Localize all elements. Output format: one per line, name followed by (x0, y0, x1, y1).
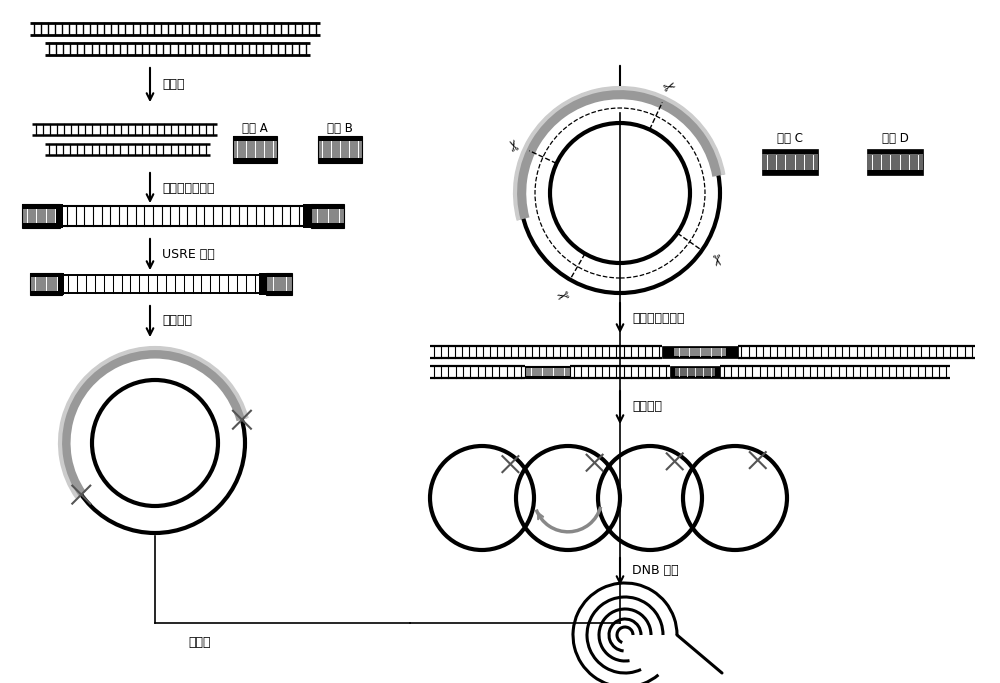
Text: ✂: ✂ (506, 135, 524, 152)
Text: ✂: ✂ (660, 79, 678, 97)
Text: 接头 A: 接头 A (242, 122, 268, 135)
Bar (311, 204, 344, 209)
Bar (318, 136, 362, 163)
Text: 双钉环化: 双钉环化 (162, 314, 192, 328)
Bar (318, 136, 362, 141)
Text: 接头 C: 接头 C (777, 132, 803, 145)
Bar (266, 290, 292, 295)
Bar (311, 223, 344, 228)
Bar (30, 273, 62, 277)
Text: 末端修复和连接: 末端修复和连接 (632, 311, 684, 324)
Bar (867, 149, 923, 175)
Bar (525, 366, 570, 368)
Bar (233, 136, 277, 141)
Text: 末端修复和连接: 末端修复和连接 (162, 182, 214, 195)
Bar (266, 273, 292, 277)
Bar (22, 223, 60, 228)
Text: ✂: ✂ (554, 285, 570, 303)
Text: DNB 制备: DNB 制备 (632, 565, 679, 578)
Text: 片段化: 片段化 (189, 637, 211, 650)
Bar (57, 273, 64, 295)
Text: 片段化: 片段化 (162, 79, 184, 92)
Text: 单钉环化: 单钉环化 (632, 400, 662, 413)
Bar (55, 204, 63, 228)
Bar (30, 290, 62, 295)
Text: ✂: ✂ (707, 252, 724, 267)
Text: 接头 D: 接头 D (882, 132, 908, 145)
Bar (762, 149, 818, 175)
Bar (670, 366, 720, 378)
Bar (525, 366, 570, 378)
Bar (22, 204, 60, 209)
Bar (30, 273, 62, 295)
Bar (266, 273, 292, 295)
Bar (762, 154, 818, 170)
Bar (674, 348, 726, 357)
Bar (311, 204, 344, 228)
Bar (233, 158, 277, 163)
Bar (867, 154, 923, 170)
Bar (662, 346, 738, 358)
Bar (318, 158, 362, 163)
Text: 接头 B: 接头 B (327, 122, 353, 135)
Bar (525, 376, 570, 378)
Bar (303, 204, 311, 228)
Bar (233, 136, 277, 163)
Bar (22, 204, 60, 228)
Text: USRE 消化: USRE 消化 (162, 249, 215, 262)
Bar (675, 368, 715, 376)
Bar (259, 273, 266, 295)
